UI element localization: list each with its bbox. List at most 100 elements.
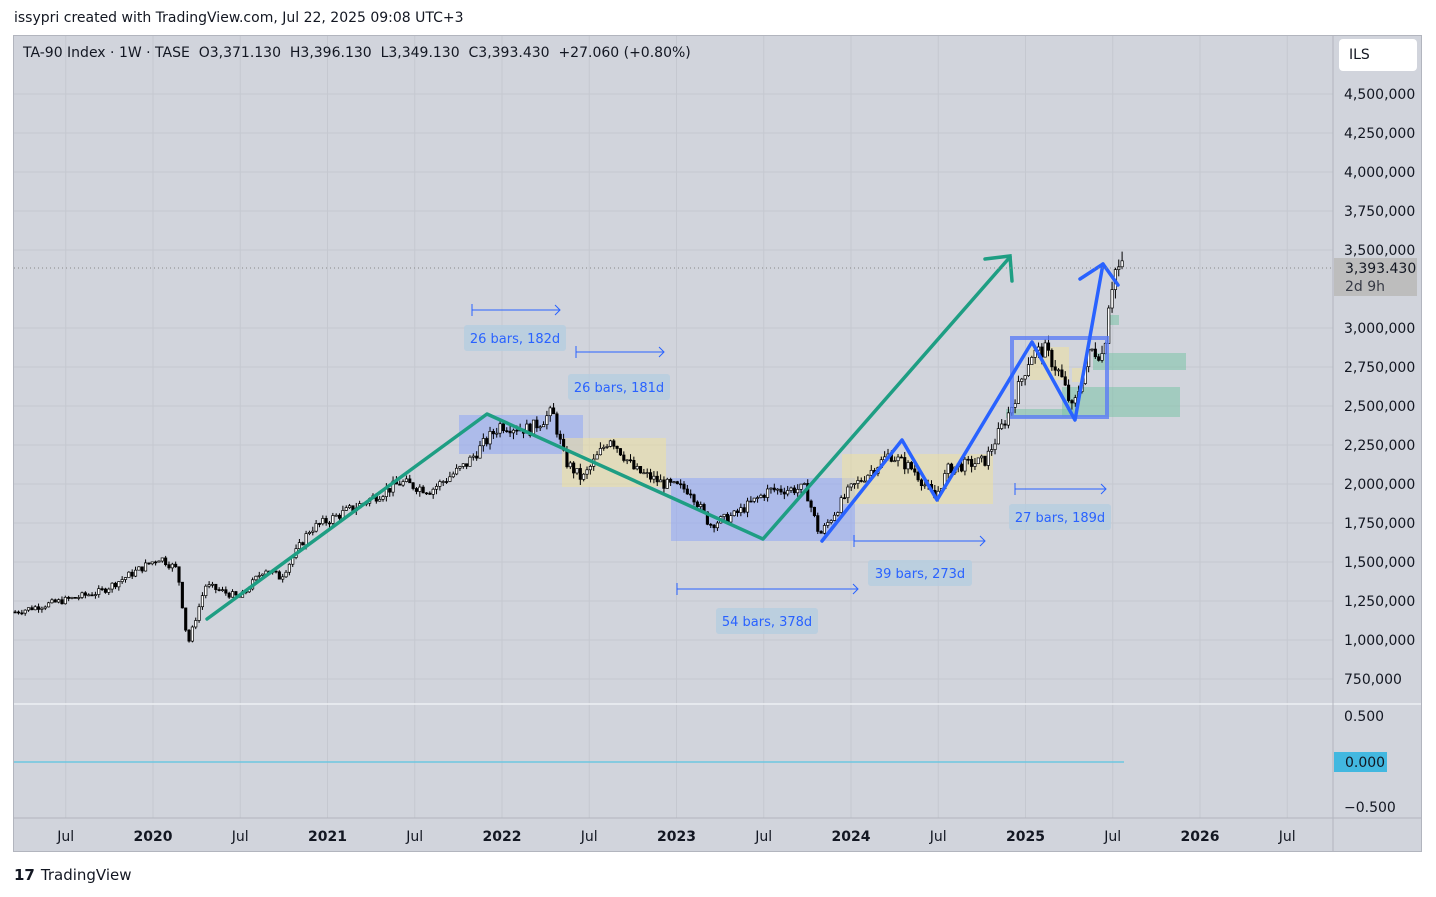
- candle-body: [645, 472, 649, 474]
- y-tick-label: 4,250,000: [1344, 126, 1415, 142]
- candle-body: [715, 522, 719, 529]
- x-tick-label: 2025: [1006, 829, 1045, 845]
- candle-body: [254, 575, 258, 581]
- candle-body: [568, 462, 572, 468]
- candle-body: [692, 494, 696, 503]
- candle-body: [418, 486, 422, 492]
- candle-body: [337, 514, 342, 519]
- candle-body: [655, 475, 659, 483]
- candle-body: [297, 542, 301, 549]
- time-axis: Jul 2020 Jul 2021 Jul 2022 Jul 2023 Jul 2024 Jul 20…: [56, 829, 1295, 845]
- indicator-tag: [1334, 752, 1387, 772]
- y-tick-label: 4,500,000: [1344, 87, 1415, 103]
- candle-body: [946, 463, 950, 474]
- candle-body: [257, 575, 261, 577]
- candle-body: [20, 612, 24, 615]
- candle-body: [578, 468, 582, 480]
- candle-body: [281, 576, 285, 580]
- candle-body: [317, 523, 322, 525]
- candle-body: [73, 596, 77, 599]
- candle-body: [160, 557, 164, 562]
- candle-body: [632, 460, 636, 470]
- candle-body: [839, 497, 843, 513]
- candle-body: [869, 470, 873, 476]
- candle-body: [16, 611, 21, 614]
- candle-body: [990, 449, 994, 452]
- candle-body: [505, 430, 509, 433]
- candle-body: [859, 480, 863, 482]
- candle-body: [1120, 260, 1124, 268]
- candle-body: [311, 530, 315, 533]
- candle-body: [103, 588, 107, 593]
- candle-body: [110, 582, 114, 590]
- candle-body: [535, 419, 539, 429]
- candle-body: [772, 487, 776, 491]
- candle-body: [909, 462, 913, 470]
- candle-body: [766, 488, 770, 498]
- candle-body: [802, 483, 806, 485]
- y-tick-label: 2,500,000: [1344, 399, 1415, 415]
- candle-body: [230, 591, 235, 598]
- candle-body: [642, 472, 646, 475]
- candle-body: [1093, 348, 1097, 358]
- candle-body: [154, 561, 158, 564]
- candle-body: [649, 472, 653, 480]
- candle-body: [411, 482, 415, 489]
- candle-body: [414, 488, 419, 492]
- candle-body: [1060, 369, 1064, 378]
- candle-body: [776, 488, 780, 491]
- candle-body: [495, 432, 499, 435]
- price-axis: 4,500,000 4,250,000 4,000,000 3,750,000 3,50…: [1344, 87, 1415, 688]
- candle-body: [916, 471, 920, 481]
- candle-body: [287, 563, 291, 573]
- x-tick-label: Jul: [929, 829, 947, 845]
- candle-body: [675, 481, 679, 485]
- candle-body: [575, 468, 579, 474]
- candle-body: [679, 483, 683, 486]
- candle-body: [1050, 349, 1054, 368]
- candle-body: [729, 515, 733, 523]
- candle-body: [327, 522, 332, 525]
- candle-body: [130, 571, 134, 577]
- candle-body: [799, 483, 803, 490]
- candle-body: [836, 512, 840, 516]
- measure-label: 54 bars, 378d: [722, 615, 812, 630]
- candle-body: [314, 523, 318, 532]
- candle-body: [779, 488, 783, 493]
- green-arrowhead-icon: [983, 254, 1014, 283]
- candle-body: [217, 589, 221, 591]
- footer-brand[interactable]: 17 TradingView: [14, 866, 132, 884]
- x-tick-label: 2020: [134, 829, 173, 845]
- candle-body: [665, 478, 669, 489]
- candle-body: [70, 596, 74, 599]
- candle-body: [732, 510, 736, 517]
- candle-body: [1020, 378, 1024, 382]
- candle-body: [595, 454, 599, 460]
- candle-body: [809, 500, 813, 508]
- candle-body: [541, 424, 546, 428]
- candle-body: [80, 592, 84, 598]
- candle-body: [170, 563, 174, 569]
- y-tick-label: 3,750,000: [1344, 204, 1415, 220]
- candle-body: [93, 594, 97, 596]
- candle-body: [919, 479, 923, 487]
- candle-body: [100, 588, 104, 591]
- measure-label: 27 bars, 189d: [1015, 511, 1105, 526]
- candle-body: [197, 606, 201, 621]
- chart-frame[interactable]: [13, 35, 1422, 852]
- candle-body: [769, 487, 773, 490]
- x-tick-label: Jul: [1278, 829, 1296, 845]
- candle-body: [26, 607, 31, 611]
- price-tag-countdown: 2d 9h: [1345, 279, 1385, 295]
- candle-body: [588, 466, 592, 471]
- candle-body: [832, 514, 837, 521]
- candle-body: [638, 466, 643, 474]
- candle-body: [180, 581, 184, 609]
- candle-body: [585, 469, 589, 475]
- currency-button[interactable]: ILS: [1339, 39, 1417, 71]
- candle-body: [612, 440, 616, 447]
- candle-body: [1110, 289, 1114, 309]
- candle-body: [428, 492, 432, 495]
- candle-body: [227, 592, 231, 598]
